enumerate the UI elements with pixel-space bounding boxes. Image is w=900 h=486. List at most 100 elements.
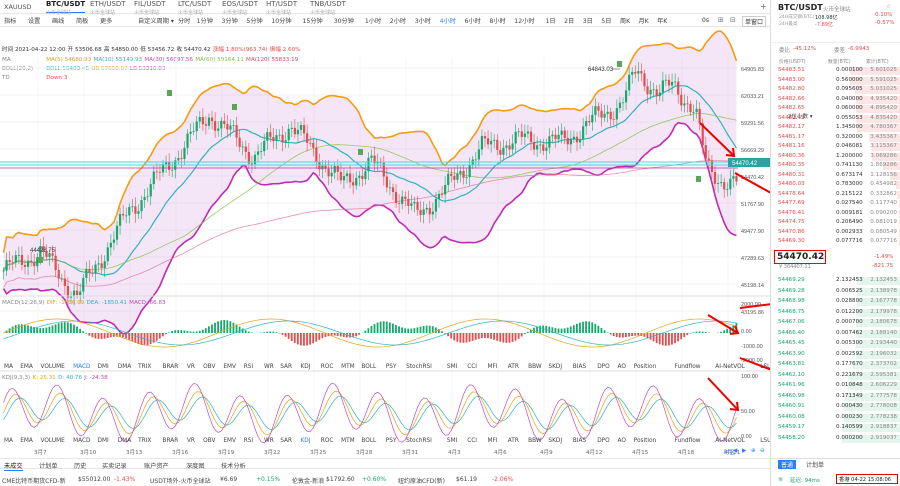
indicator-tab-trix[interactable]: TRIX xyxy=(138,438,152,444)
ask-row[interactable]: 54482.80 0.095605 5.031025 xyxy=(776,86,900,94)
bottom-tab[interactable]: 技术分析 xyxy=(221,463,246,470)
indicator-tab-wr[interactable]: WR xyxy=(264,364,274,370)
indicator-tab-sar[interactable]: SAR xyxy=(280,438,292,444)
indicator-tab-roc[interactable]: ROC xyxy=(320,364,334,370)
interval-2[interactable]: 3分钟 xyxy=(221,18,238,25)
normal-order-tab[interactable]: 普通 xyxy=(778,460,797,469)
indicator-tab-mfi[interactable]: MFI xyxy=(487,438,498,444)
indicator-tab-mtm[interactable]: MTM xyxy=(341,438,355,444)
window-mode-select[interactable]: 单窗口 xyxy=(742,16,767,27)
ask-row[interactable]: 54478.64 0.215122 0.332862 xyxy=(776,190,900,199)
indicator-tab-dpo[interactable]: DPO xyxy=(597,364,610,370)
ask-row[interactable]: 54482.65 0.060000 4.895420 xyxy=(776,105,900,113)
bid-row[interactable]: 54468.75 0.012200 2.179978 xyxy=(776,308,900,317)
symbol-tab[interactable]: TNB/USDT 火币全球站 xyxy=(310,0,346,16)
indicator-tab-boll[interactable]: BOLL xyxy=(361,364,377,370)
indicator-tab-skdj[interactable]: SKDJ xyxy=(548,438,563,444)
bid-row[interactable]: 54463.90 0.002592 2.196032 xyxy=(776,350,900,359)
indicator-tab-boll[interactable]: BOLL xyxy=(361,438,377,444)
indicator-tab-atr[interactable]: ATR xyxy=(507,364,519,370)
indicator-tab-brar[interactable]: BRAR xyxy=(162,438,179,444)
interval-4[interactable]: 10分钟 xyxy=(271,18,292,25)
indicator-tab-bias[interactable]: BIAS xyxy=(572,438,587,444)
bottom-tab[interactable]: 历史 xyxy=(74,463,87,470)
indicator-tab-stochrsi[interactable]: StochRSI xyxy=(406,364,432,370)
indicator-tab-kdj[interactable]: KDJ xyxy=(300,364,311,370)
bottom-tab[interactable]: 未成交 xyxy=(4,463,23,471)
indicator-tab-fundflow[interactable]: Fundflow xyxy=(674,364,701,370)
indicator-tab-macd[interactable]: MACD xyxy=(73,438,91,444)
bid-row[interactable]: 54460.98 0.171349 2.777578 xyxy=(776,392,900,401)
interval-19[interactable]: 月K xyxy=(638,18,649,25)
more-button[interactable]: 更多 xyxy=(100,18,113,25)
indicator-tab-fundflow[interactable]: Fundflow xyxy=(674,438,701,444)
indicator-tab-bbw[interactable]: BBW xyxy=(528,364,542,370)
kdj-label[interactable]: KDJ(9,3,3) xyxy=(2,375,31,381)
bid-row[interactable]: 54469.29 2.132453 2.132453 xyxy=(776,277,900,285)
bid-row[interactable]: 54462.10 0.221679 2.595381 xyxy=(776,371,900,380)
axis-control[interactable]: ⊕ xyxy=(751,448,756,454)
indicator-tab-dpo[interactable]: DPO xyxy=(597,438,610,444)
boll-label[interactable]: BOLL(20,2) xyxy=(2,66,34,72)
indicator-tab-psy[interactable]: PSY xyxy=(385,364,397,370)
indicator-tab-bias[interactable]: BIAS xyxy=(572,364,587,370)
ask-row[interactable]: 54476.41 0.009181 0.090200 xyxy=(776,209,900,218)
indicator-tab-sar[interactable]: SAR xyxy=(280,364,292,370)
axis-control[interactable]: ▶ xyxy=(742,448,747,454)
add-tab-button[interactable]: + xyxy=(760,2,767,11)
indicator-tab-position[interactable]: Position xyxy=(633,364,657,370)
bottom-tab[interactable]: 买卖记录 xyxy=(102,463,127,470)
indicator-tab-vr[interactable]: VR xyxy=(186,438,195,444)
indicator-tab-volume[interactable]: VOLUME xyxy=(40,438,65,444)
ask-row[interactable]: 54477.69 0.027540 0.117740 xyxy=(776,200,900,208)
interval-3[interactable]: 5分钟 xyxy=(246,18,263,25)
ask-row[interactable]: 54469.30 0.077716 0.077716 xyxy=(776,238,900,246)
indicator-tab-dmi[interactable]: DMI xyxy=(97,438,109,444)
bid-row[interactable]: 54460.91 0.000430 2.778008 xyxy=(776,403,900,411)
indicator-button[interactable]: 指标 xyxy=(4,18,17,25)
indicator-tab-position[interactable]: Position xyxy=(633,438,657,444)
bottom-tab[interactable]: 深度图 xyxy=(186,463,205,470)
indicator-tab-mtm[interactable]: MTM xyxy=(341,364,355,370)
interval-1[interactable]: 1分钟 xyxy=(196,18,213,25)
indicator-tab-dma[interactable]: DMA xyxy=(117,364,132,370)
chart-canvas[interactable]: 64843.03 44428.75 64905.83 62033.21 59291.… xyxy=(0,28,770,458)
interval-7[interactable]: 1小时 xyxy=(364,18,382,25)
ticker-name[interactable]: 纽约原油CFD(新) xyxy=(398,478,445,485)
indicator-tab-cci[interactable]: CCI xyxy=(467,364,477,370)
ask-row[interactable]: 54480.36 1.200000 3.069286 xyxy=(776,152,900,161)
indicator-tab-brar[interactable]: BRAR xyxy=(162,364,179,370)
ask-row[interactable]: 54481.16 0.046081 3.115367 xyxy=(776,143,900,151)
indicator-tab-kdj[interactable]: KDJ xyxy=(300,438,311,444)
interval-9[interactable]: 3小时 xyxy=(414,18,431,25)
ask-row[interactable]: 54482.42 0.055053 4.835420 xyxy=(776,114,900,123)
symbol-tab[interactable]: LTC/USDT 火币全球站 xyxy=(178,0,211,16)
symbol-tab[interactable]: HT/USDT 火币全球站 xyxy=(266,0,297,16)
indicator-tab-trix[interactable]: TRIX xyxy=(138,364,152,370)
bottom-tab[interactable]: 计划单 xyxy=(39,463,58,470)
indicator-tab-wr[interactable]: WR xyxy=(264,438,274,444)
indicator-tab-stochrsi[interactable]: StochRSI xyxy=(406,438,432,444)
indicator-tab-smi[interactable]: SMI xyxy=(446,364,458,370)
indicator-tab-smi[interactable]: SMI xyxy=(446,438,458,444)
depth-select[interactable]: 2位小数 ▾ xyxy=(788,114,813,120)
ask-row[interactable]: 54481.17 0.320000 3.435367 xyxy=(776,133,900,142)
axis-control[interactable]: 时区 xyxy=(724,450,736,456)
interval-14[interactable]: 1日 xyxy=(545,18,556,25)
bid-row[interactable]: 54460.08 0.000230 2.778238 xyxy=(776,413,900,422)
bid-row[interactable]: 54459.17 0.140599 2.918837 xyxy=(776,424,900,432)
simple-button[interactable]: 简板 xyxy=(76,18,89,25)
indicator-tab-dmi[interactable]: DMI xyxy=(97,364,109,370)
bid-row[interactable]: 54468.98 0.028800 2.167778 xyxy=(776,298,900,306)
ticker-name[interactable]: USDT场外-火币全球站 xyxy=(150,478,211,485)
interval-12[interactable]: 8小时 xyxy=(489,18,506,25)
ask-row[interactable]: 54474.75 0.206490 0.081019 xyxy=(776,219,900,227)
ask-row[interactable]: 54482.17 1.345000 4.780367 xyxy=(776,124,900,132)
plan-order-tab[interactable]: 计划单 xyxy=(806,462,825,469)
td-label[interactable]: TD xyxy=(2,75,10,81)
interval-8[interactable]: 2小时 xyxy=(389,18,407,25)
indicator-tab-ai-netvol[interactable]: AI-NetVOL xyxy=(715,438,745,444)
symbol-tab[interactable]: BTC/USDT 火币全球站 xyxy=(46,0,86,16)
interval-5[interactable]: 15分钟 xyxy=(302,18,323,25)
indicator-tab-ai-netvol[interactable]: AI-NetVOL xyxy=(715,364,745,370)
